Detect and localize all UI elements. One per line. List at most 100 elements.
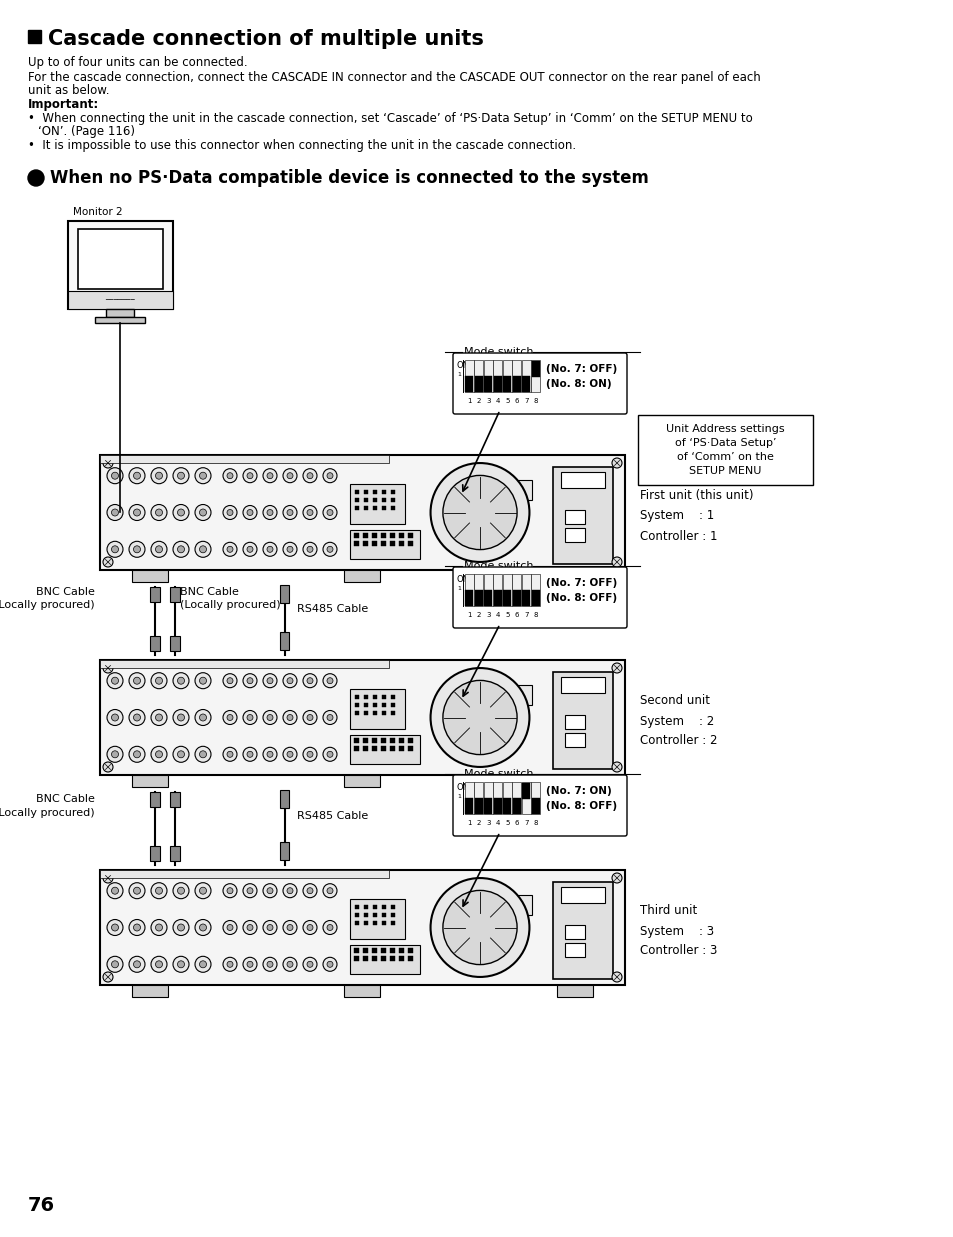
- Circle shape: [247, 510, 253, 516]
- Circle shape: [151, 673, 167, 689]
- Bar: [364, 490, 368, 494]
- Bar: [638, 414, 812, 485]
- Text: 3: 3: [486, 612, 490, 618]
- Bar: [532, 590, 539, 606]
- Circle shape: [133, 508, 140, 516]
- Text: Second unit
System    : 2
Controller : 2: Second unit System : 2 Controller : 2: [639, 694, 717, 747]
- Text: BNC Cable
(Locally procured): BNC Cable (Locally procured): [0, 794, 95, 818]
- Bar: [498, 503, 511, 517]
- Circle shape: [151, 505, 167, 521]
- Text: Mode switch: Mode switch: [463, 769, 533, 779]
- Circle shape: [129, 883, 145, 899]
- Bar: [132, 985, 168, 997]
- Circle shape: [287, 715, 293, 720]
- Bar: [408, 542, 413, 547]
- Circle shape: [199, 714, 206, 721]
- Bar: [502, 360, 512, 392]
- Circle shape: [307, 678, 313, 684]
- Text: unit as below.: unit as below.: [28, 84, 110, 96]
- Bar: [391, 694, 395, 699]
- Circle shape: [303, 469, 316, 482]
- Bar: [502, 574, 512, 606]
- Circle shape: [263, 920, 276, 934]
- Circle shape: [172, 468, 189, 484]
- Bar: [344, 776, 379, 787]
- Bar: [364, 904, 368, 908]
- Text: BNC Cable
(Locally procured): BNC Cable (Locally procured): [0, 586, 95, 610]
- Circle shape: [112, 887, 118, 894]
- Text: (No. 8: OFF): (No. 8: OFF): [545, 802, 617, 811]
- Text: 1: 1: [456, 585, 460, 590]
- Bar: [373, 497, 376, 501]
- Text: •  When connecting the unit in the cascade connection, set ‘Cascade’ of ‘PS·Data: • When connecting the unit in the cascad…: [28, 113, 752, 125]
- Bar: [484, 918, 497, 933]
- Bar: [391, 913, 395, 917]
- Bar: [350, 735, 419, 763]
- Circle shape: [177, 677, 184, 684]
- Bar: [553, 672, 613, 769]
- Circle shape: [107, 542, 123, 558]
- Text: Third unit
System    : 3
Controller : 3: Third unit System : 3 Controller : 3: [639, 904, 717, 957]
- Circle shape: [243, 957, 256, 971]
- Circle shape: [133, 714, 140, 721]
- Circle shape: [223, 506, 236, 520]
- Bar: [475, 798, 482, 814]
- Circle shape: [227, 888, 233, 893]
- Text: 5: 5: [505, 820, 509, 826]
- Circle shape: [247, 547, 253, 552]
- Bar: [512, 360, 521, 392]
- Bar: [355, 913, 358, 917]
- Bar: [450, 495, 472, 523]
- Text: ON: ON: [456, 575, 470, 585]
- Text: 8: 8: [533, 398, 537, 404]
- Circle shape: [287, 924, 293, 930]
- FancyBboxPatch shape: [453, 776, 626, 836]
- Circle shape: [283, 957, 296, 971]
- Bar: [484, 685, 506, 705]
- Bar: [390, 746, 395, 751]
- Circle shape: [283, 469, 296, 482]
- Circle shape: [263, 957, 276, 971]
- Bar: [364, 694, 368, 699]
- Circle shape: [151, 468, 167, 484]
- Bar: [510, 685, 532, 705]
- Bar: [398, 533, 403, 538]
- Circle shape: [107, 956, 123, 972]
- Bar: [531, 360, 540, 392]
- Text: 3: 3: [486, 398, 490, 404]
- Text: 2: 2: [476, 612, 480, 618]
- Circle shape: [612, 762, 621, 772]
- Text: 1: 1: [456, 371, 460, 376]
- Circle shape: [103, 458, 112, 468]
- Circle shape: [612, 873, 621, 883]
- Bar: [150, 586, 160, 601]
- Bar: [502, 782, 512, 814]
- Circle shape: [267, 510, 273, 516]
- Circle shape: [283, 883, 296, 898]
- Circle shape: [267, 547, 273, 552]
- Circle shape: [177, 714, 184, 721]
- Bar: [474, 574, 483, 606]
- Circle shape: [283, 920, 296, 934]
- Bar: [531, 574, 540, 606]
- Circle shape: [227, 751, 233, 757]
- Circle shape: [194, 919, 211, 935]
- Text: 7: 7: [524, 612, 528, 618]
- Circle shape: [430, 463, 529, 562]
- Circle shape: [267, 751, 273, 757]
- Circle shape: [323, 883, 336, 898]
- Text: 1: 1: [467, 398, 471, 404]
- Circle shape: [177, 924, 184, 931]
- Circle shape: [327, 751, 333, 757]
- Circle shape: [133, 924, 140, 931]
- Circle shape: [243, 920, 256, 934]
- Circle shape: [223, 469, 236, 482]
- Circle shape: [155, 473, 162, 479]
- Circle shape: [223, 747, 236, 761]
- Bar: [564, 944, 584, 957]
- Circle shape: [263, 542, 276, 557]
- Circle shape: [267, 473, 273, 479]
- Bar: [132, 776, 168, 787]
- Circle shape: [151, 542, 167, 558]
- Circle shape: [133, 887, 140, 894]
